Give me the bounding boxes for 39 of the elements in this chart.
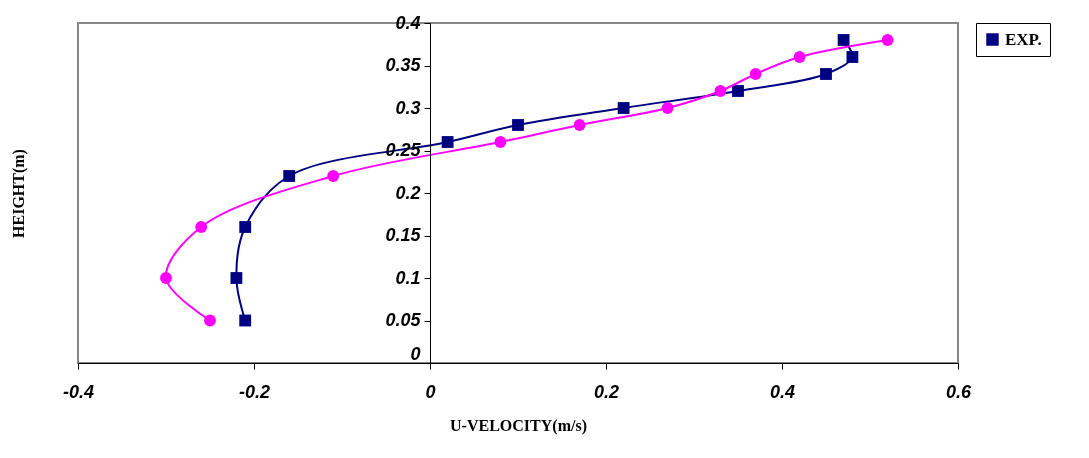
x-tick-label: 0.6 <box>945 381 972 402</box>
y-tick-label: 0.4 <box>395 12 421 33</box>
x-tick-label: -0.4 <box>62 381 95 402</box>
point <box>230 272 243 284</box>
point <box>283 170 296 182</box>
y-tick-label: 0.05 <box>385 310 422 330</box>
y-tick-label: 0.35 <box>385 55 422 75</box>
point <box>749 68 762 80</box>
point <box>160 272 172 284</box>
y-tick-label: 0.15 <box>385 225 422 245</box>
point <box>327 170 340 182</box>
x-tick-label: 0.2 <box>593 381 620 402</box>
y-tick-label: 0.1 <box>395 267 421 288</box>
point <box>820 68 832 80</box>
point <box>441 136 454 148</box>
legend-label: EXP. <box>1005 29 1042 49</box>
point <box>846 51 859 63</box>
point <box>881 34 894 46</box>
point <box>732 85 744 97</box>
point <box>512 119 524 131</box>
x-tick-label: -0.2 <box>238 381 271 402</box>
point <box>617 102 630 114</box>
x-tick-label: 0 <box>425 381 436 402</box>
point <box>239 221 252 233</box>
point <box>837 34 850 46</box>
y-tick-label: 0 <box>410 343 421 364</box>
y-tick-label: 0.3 <box>395 97 421 118</box>
point <box>204 314 216 327</box>
x-tick-label: 0.4 <box>769 381 796 402</box>
point <box>494 136 507 148</box>
point <box>239 314 252 327</box>
point <box>714 85 727 97</box>
point <box>661 102 674 114</box>
y-tick-label: 0.2 <box>395 182 421 203</box>
x-axis-title: U-VELOCITY(m/s) <box>450 416 587 435</box>
point <box>573 119 586 131</box>
point <box>195 221 208 233</box>
y-axis-title: HEIGHT(m) <box>9 149 28 238</box>
point <box>793 51 806 63</box>
